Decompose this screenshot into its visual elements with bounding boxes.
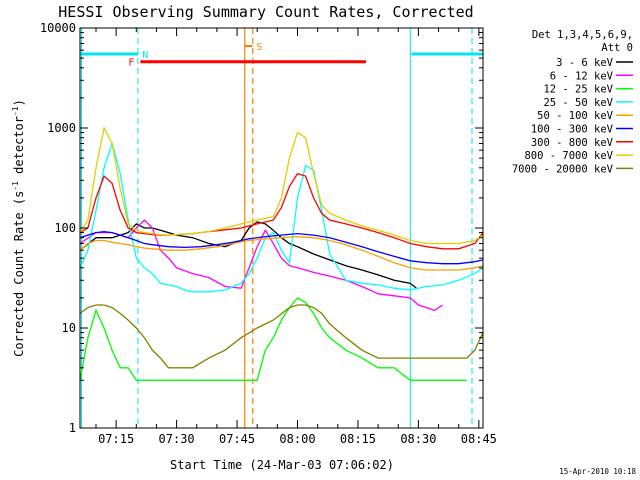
x-tick-label: 08:15 (340, 432, 376, 446)
x-tick-label: 07:30 (159, 432, 195, 446)
x-tick-label: 08:00 (279, 432, 315, 446)
series-line (79, 235, 484, 271)
series-line (79, 304, 484, 369)
legend-entry-label: 7000 - 20000 keV (512, 163, 614, 175)
y-tick-label: 1 (69, 421, 76, 435)
y-axis-label: Corrected Count Rate (s-1 detector-1) (11, 99, 26, 357)
y-tick-label: 10000 (40, 21, 76, 35)
series-line (79, 172, 484, 250)
x-tick-label: 07:15 (98, 432, 134, 446)
y-tick-label: 10 (62, 321, 76, 335)
legend-entry-label: 3 - 6 keV (556, 57, 614, 69)
x-axis-label: Start Time (24-Mar-03 07:06:02) (170, 458, 394, 472)
x-tick-label: 07:45 (219, 432, 255, 446)
legend-entry-label: 300 - 800 keV (531, 137, 614, 149)
x-tick-label: 08:30 (400, 432, 436, 446)
plot-frame (79, 27, 484, 429)
legend-entry-label: 12 - 25 keV (543, 84, 613, 96)
series-line (79, 221, 417, 289)
series-line (79, 230, 484, 265)
y-tick-label: 1000 (47, 121, 76, 135)
generation-timestamp: 15-Apr-2010 10:18 (559, 467, 636, 476)
legend-header-detectors: Det 1,3,4,5,6,9, (532, 29, 633, 41)
legend-header-attenuator: Att 0 (601, 42, 633, 54)
flare-flag-label: F (128, 58, 134, 69)
legend-entry-label: 50 - 100 keV (537, 110, 614, 122)
night-flag-label: N (142, 50, 148, 61)
legend-entry-label: 800 - 7000 keV (524, 150, 613, 162)
x-tick-label: 08:45 (461, 432, 497, 446)
series-line (79, 126, 484, 245)
series-line (79, 141, 484, 293)
series-line (79, 219, 443, 312)
y-tick-label: 100 (54, 221, 76, 235)
legend-entry-label: 25 - 50 keV (543, 97, 613, 109)
legend-entry-label: 6 - 12 keV (550, 70, 614, 82)
legend-entry-label: 100 - 300 keV (531, 124, 614, 136)
series-line (79, 297, 467, 381)
saa-flag-label: S (256, 42, 262, 53)
chart-title: HESSI Observing Summary Count Rates, Cor… (58, 3, 473, 21)
